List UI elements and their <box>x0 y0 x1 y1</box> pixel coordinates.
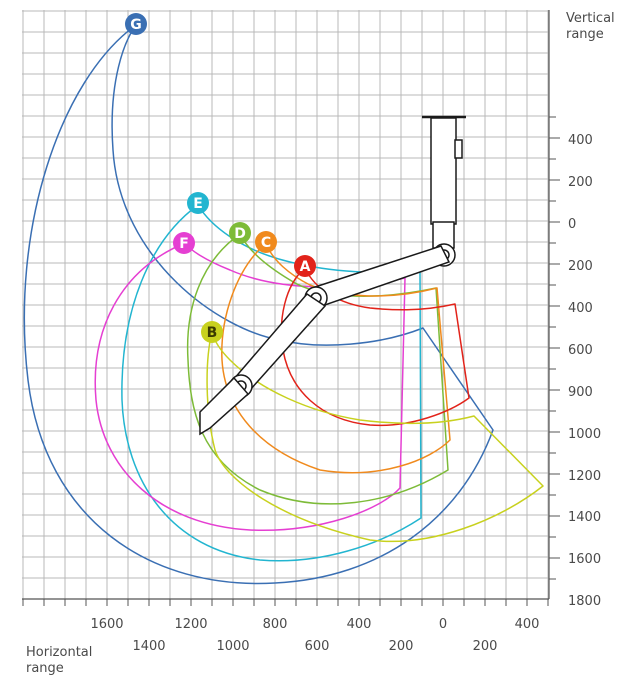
v-tick-label: 1400 <box>568 510 601 525</box>
v-tick-label: 400 <box>568 133 593 148</box>
svg-text:B: B <box>207 325 218 341</box>
v-tick-label: 1800 <box>568 594 601 609</box>
vertical-axis-ticks <box>549 116 560 580</box>
h-tick-label: 400 <box>515 617 540 632</box>
horizontal-tick-labels: 1600 1200 800 400 0 400 1400 1000 600 20… <box>90 617 539 654</box>
v-tick-label: 600 <box>568 343 593 358</box>
v-tick-label: 1000 <box>568 427 601 442</box>
h-tick-label: 0 <box>439 617 447 632</box>
h-tick-label: 1000 <box>216 639 249 654</box>
vertical-axis-caption: Vertical <box>566 11 615 26</box>
h-tick-label: 800 <box>263 617 288 632</box>
envelope-c <box>221 242 451 474</box>
h-tick-label: 400 <box>347 617 372 632</box>
v-tick-label: 0 <box>568 217 576 232</box>
column-bracket <box>454 139 463 159</box>
vertical-tick-labels: 400 200 0 200 400 600 900 1000 1200 1400… <box>568 133 601 609</box>
marker-b: B <box>201 321 223 343</box>
v-tick-label: 400 <box>568 301 593 316</box>
v-tick-label: 1600 <box>568 552 601 567</box>
svg-text:F: F <box>179 236 189 252</box>
marker-d: D <box>229 222 251 244</box>
arm-forearm <box>231 293 327 391</box>
envelope-g <box>23 24 494 585</box>
marker-c: C <box>255 231 277 253</box>
h-tick-label: 1600 <box>90 617 123 632</box>
svg-text:A: A <box>300 259 311 275</box>
envelope-e <box>121 204 422 562</box>
h-tick-label: 200 <box>473 639 498 654</box>
v-tick-label: 900 <box>568 385 593 400</box>
svg-text:D: D <box>234 226 246 242</box>
marker-e: E <box>187 192 209 214</box>
arm-tool <box>199 376 250 436</box>
envelope-markers: G E D C F A B <box>125 13 316 343</box>
column <box>430 117 457 225</box>
envelope-d <box>186 233 449 505</box>
v-tick-label: 1200 <box>568 469 601 484</box>
marker-f: F <box>173 232 195 254</box>
v-tick-label: 200 <box>568 175 593 190</box>
v-tick-label: 200 <box>568 259 593 274</box>
svg-text:E: E <box>193 196 203 212</box>
h-tick-label: 1200 <box>174 617 207 632</box>
marker-a: A <box>294 255 316 277</box>
svg-text:G: G <box>130 17 142 33</box>
robot-arm <box>199 115 466 436</box>
horizontal-axis-caption: range <box>26 661 64 676</box>
svg-text:C: C <box>261 235 271 251</box>
h-tick-label: 200 <box>389 639 414 654</box>
horizontal-axis-ticks <box>22 599 549 606</box>
h-tick-label: 600 <box>305 639 330 654</box>
marker-g: G <box>125 13 147 35</box>
h-tick-label: 1400 <box>132 639 165 654</box>
envelope-f <box>94 242 406 531</box>
vertical-axis-caption: range <box>566 27 604 42</box>
horizontal-axis-caption: Horizontal <box>26 645 92 660</box>
reach-envelopes <box>23 24 544 585</box>
